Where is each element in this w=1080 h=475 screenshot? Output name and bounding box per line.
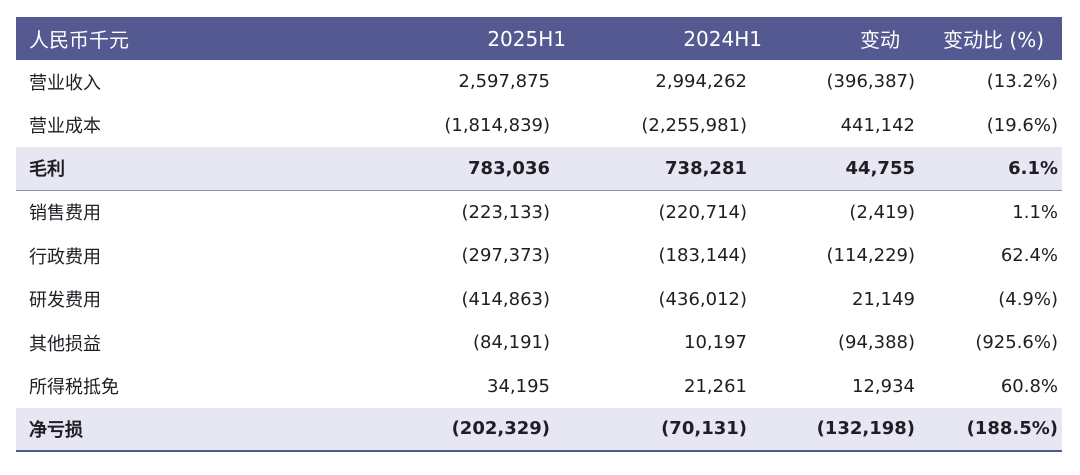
value-2024h1: 2,994,262: [655, 71, 747, 93]
value-2025h1: 2,597,875: [458, 71, 550, 93]
value-change: 12,934: [852, 375, 915, 397]
header-unit-label: 人民币千元: [29, 28, 129, 52]
value-change-pct: (13.2%): [986, 71, 1058, 93]
income-statement-table: 人民币千元 2025H1 2024H1 变动 变动比 (%) 营业收入 2,59…: [16, 17, 1062, 452]
header-change-pct: 变动比 (%): [943, 28, 1044, 52]
value-change-pct: 62.4%: [1000, 245, 1058, 267]
table-row-net-loss: 净亏损 (202,329) (70,131) (132,198) (188.5%…: [16, 408, 1062, 452]
table-row-income-tax-credit: 所得税抵免 34,195 21,261 12,934 60.8%: [16, 365, 1062, 409]
row-label: 净亏损: [29, 419, 83, 441]
table-header: 人民币千元 2025H1 2024H1 变动 变动比 (%): [16, 17, 1062, 60]
value-change-pct: 1.1%: [1012, 201, 1058, 223]
value-change: 44,755: [845, 157, 915, 179]
value-change: (2,419): [849, 201, 915, 223]
value-2024h1: (436,012): [658, 288, 747, 310]
row-label: 研发费用: [29, 290, 101, 312]
value-2025h1: (223,133): [461, 201, 550, 223]
value-2025h1: (297,373): [461, 245, 550, 267]
value-2024h1: (70,131): [661, 418, 747, 440]
value-2024h1: (2,255,981): [641, 114, 747, 136]
row-label: 营业收入: [29, 72, 101, 94]
value-change-pct: (19.6%): [986, 114, 1058, 136]
value-2025h1: (84,191): [472, 332, 550, 354]
value-2024h1: 21,261: [684, 375, 747, 397]
table-row-admin-expenses: 行政费用 (297,373) (183,144) (114,229) 62.4%: [16, 234, 1062, 278]
value-change: (94,388): [837, 332, 915, 354]
row-label: 行政费用: [29, 246, 101, 268]
value-change: 441,142: [840, 114, 915, 136]
row-label: 营业成本: [29, 116, 101, 138]
header-2025h1: 2025H1: [487, 26, 566, 51]
row-label: 毛利: [29, 159, 65, 181]
table-row-cost-of-sales: 营业成本 (1,814,839) (2,255,981) 441,142 (19…: [16, 104, 1062, 148]
value-2025h1: 34,195: [487, 375, 550, 397]
table-row-gross-profit: 毛利 783,036 738,281 44,755 6.1%: [16, 147, 1062, 191]
value-change: 21,149: [852, 288, 915, 310]
value-2025h1: (1,814,839): [444, 114, 550, 136]
value-change-pct: 6.1%: [1008, 157, 1058, 179]
value-change-pct: (188.5%): [966, 418, 1058, 440]
value-change-pct: (925.6%): [975, 332, 1058, 354]
value-2024h1: 738,281: [665, 157, 747, 179]
table-row-selling-expenses: 销售费用 (223,133) (220,714) (2,419) 1.1%: [16, 191, 1062, 235]
table-row-revenue: 营业收入 2,597,875 2,994,262 (396,387) (13.2…: [16, 60, 1062, 104]
value-2024h1: (183,144): [658, 245, 747, 267]
value-change-pct: 60.8%: [1000, 375, 1058, 397]
row-label: 销售费用: [29, 203, 101, 225]
row-label: 其他损益: [29, 333, 101, 355]
table-row-rnd-expenses: 研发费用 (414,863) (436,012) 21,149 (4.9%): [16, 278, 1062, 322]
table-row-other-gains-losses: 其他损益 (84,191) 10,197 (94,388) (925.6%): [16, 321, 1062, 365]
value-change: (114,229): [826, 245, 915, 267]
header-2024h1: 2024H1: [683, 26, 762, 51]
row-label: 所得税抵免: [29, 377, 119, 399]
value-change: (396,387): [826, 71, 915, 93]
value-2024h1: 10,197: [684, 332, 747, 354]
value-2025h1: (202,329): [451, 418, 550, 440]
value-2025h1: (414,863): [461, 288, 550, 310]
value-change-pct: (4.9%): [998, 288, 1058, 310]
value-change: (132,198): [816, 418, 915, 440]
value-2024h1: (220,714): [658, 201, 747, 223]
value-2025h1: 783,036: [468, 157, 550, 179]
header-change: 变动: [860, 28, 900, 52]
